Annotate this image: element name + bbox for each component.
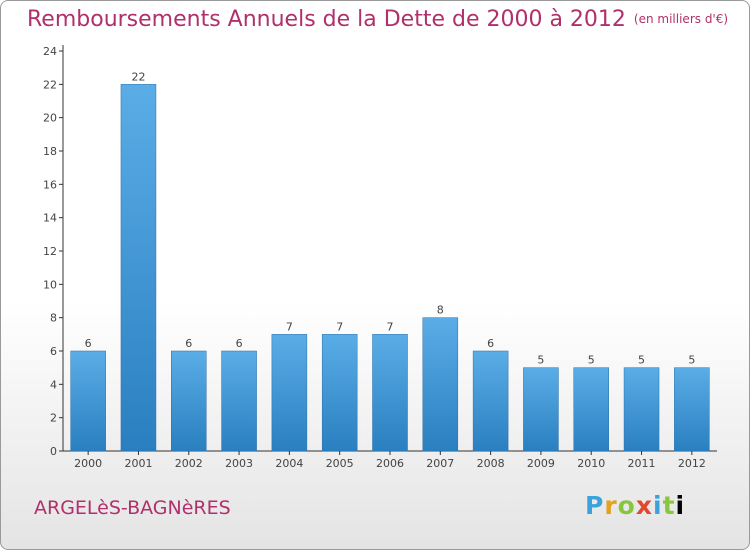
- y-tick-label: 16: [43, 178, 57, 191]
- x-tick-label: 2007: [426, 457, 454, 470]
- x-tick-label: 2006: [376, 457, 404, 470]
- x-tick-label: 2000: [74, 457, 102, 470]
- x-tick-label: 2010: [577, 457, 605, 470]
- data-label: 7: [387, 320, 394, 333]
- bar: [472, 350, 509, 452]
- logo-letter: P: [585, 491, 605, 520]
- bar: [573, 367, 609, 452]
- bar: [120, 84, 157, 452]
- data-label: 6: [236, 337, 243, 350]
- logo-letter: o: [617, 491, 636, 520]
- x-tick-label: 2009: [527, 457, 555, 470]
- bar: [523, 367, 559, 452]
- logo-letter: t: [662, 491, 676, 520]
- chart-title-text: Remboursements Annuels de la Dette de 20…: [27, 7, 626, 32]
- bar: [70, 350, 106, 452]
- data-label: 5: [588, 354, 595, 367]
- x-tick-label: 2003: [225, 457, 253, 470]
- bar: [674, 367, 710, 452]
- data-label: 6: [185, 337, 192, 350]
- data-label: 5: [638, 354, 645, 367]
- y-tick-label: 24: [43, 45, 57, 58]
- x-tick-label: 2008: [477, 457, 505, 470]
- x-tick-label: 2004: [275, 457, 303, 470]
- x-tick-label: 2011: [628, 457, 656, 470]
- logo-letter: i: [675, 491, 686, 520]
- bar: [271, 334, 308, 452]
- bar: [221, 350, 257, 452]
- y-tick-label: 14: [43, 212, 57, 225]
- y-tick-label: 12: [43, 245, 57, 258]
- y-tick-label: 0: [50, 445, 57, 458]
- proxiti-logo[interactable]: Proxiti: [585, 491, 685, 520]
- bar: [171, 350, 207, 452]
- x-tick-label: 2012: [678, 457, 706, 470]
- chart-unit: (en milliers d'€): [633, 12, 729, 26]
- data-label: 6: [85, 337, 92, 350]
- x-tick-label: 2005: [326, 457, 354, 470]
- data-label: 5: [688, 354, 695, 367]
- y-tick-label: 8: [50, 312, 57, 325]
- data-label: 22: [131, 70, 145, 83]
- bar: [623, 367, 660, 452]
- x-tick-label: 2002: [175, 457, 203, 470]
- data-label: 7: [336, 320, 343, 333]
- bar: [372, 334, 408, 452]
- y-tick-label: 10: [43, 278, 57, 291]
- logo-letter: r: [604, 491, 618, 520]
- logo-letter: x: [635, 491, 653, 520]
- y-tick-label: 2: [50, 412, 57, 425]
- data-label: 5: [537, 354, 544, 367]
- y-tick-label: 22: [43, 78, 57, 91]
- x-tick-label: 2001: [124, 457, 152, 470]
- chart-title: Remboursements Annuels de la Dette de 20…: [27, 7, 728, 32]
- y-tick-label: 18: [43, 145, 57, 158]
- city-name: ARGELèS-BAGNèRES: [34, 497, 231, 519]
- y-tick-label: 20: [43, 112, 57, 125]
- data-label: 6: [487, 337, 494, 350]
- y-tick-label: 4: [50, 378, 57, 391]
- bar: [321, 334, 358, 452]
- data-label: 7: [286, 320, 293, 333]
- y-tick-label: 6: [50, 345, 57, 358]
- data-label: 8: [437, 304, 444, 317]
- logo-letter: i: [653, 491, 663, 520]
- bar: [422, 317, 459, 452]
